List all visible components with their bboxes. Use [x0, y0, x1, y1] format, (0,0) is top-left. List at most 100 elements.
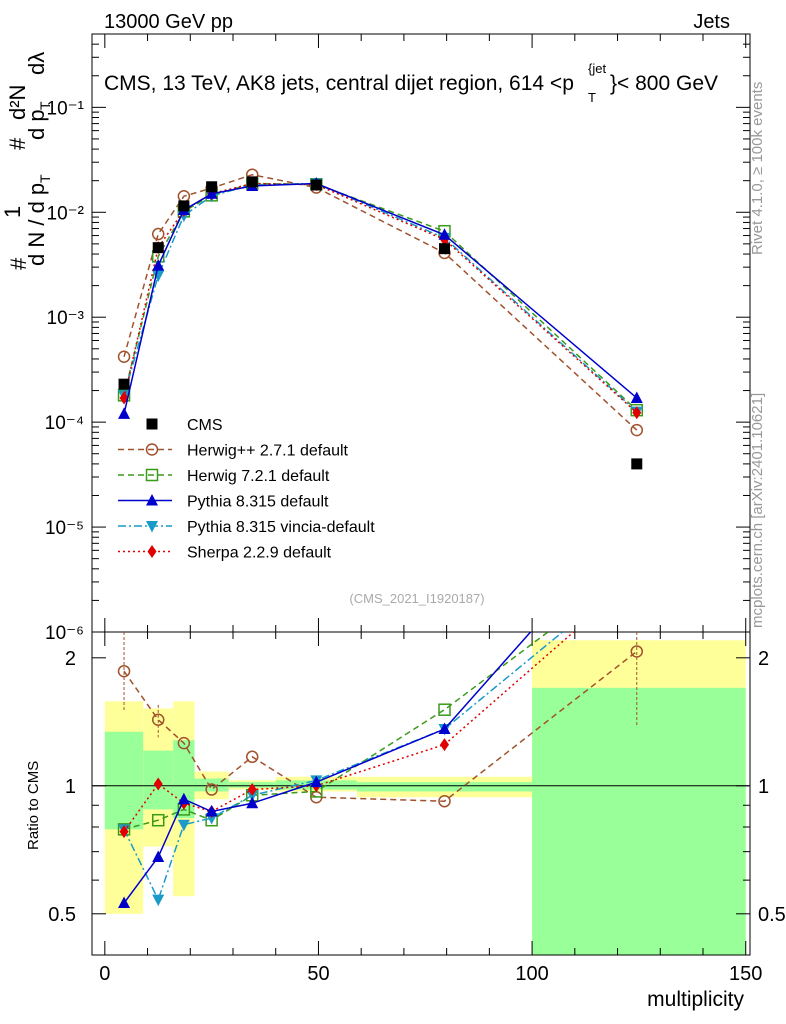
ratio-point-pythia-8-315-vincia-default-2	[177, 819, 190, 832]
axes: 0 50 100 150 10⁻⁶ 10⁻⁵ 10⁻⁴ 10⁻³ 10⁻² 10⁻¹ 0.5 0.5 1…	[45, 33, 786, 985]
title-main: CMS, 13 TeV, AK8 jets, central dijet reg…	[104, 72, 574, 95]
title-tail: }< 800 GeV	[610, 72, 718, 95]
point-herwig-2-7-1-default-7	[630, 423, 644, 437]
ratio-point-pythia-8-315-default-2	[177, 792, 190, 805]
chart-title: CMS, 13 TeV, AK8 jets, central dijet reg…	[104, 61, 718, 105]
main-series-group	[117, 168, 644, 470]
point-herwig-2-7-1-default-1	[151, 227, 165, 241]
ratio-tick-label-left-2: 2	[65, 648, 76, 670]
band-stat-2	[173, 740, 195, 818]
legend-label-pythia-8-315-vincia-default: Pythia 8.315 vincia-default	[187, 519, 375, 536]
point-pythia-8-315-default-3	[205, 187, 218, 199]
ratio-point-pythia-8-315-default-6	[438, 722, 451, 735]
legend: CMS Herwig++ 2.7.1 default Herwig 7.2.1 de…	[118, 417, 375, 562]
x-tick-label-1: 50	[307, 963, 329, 985]
band-stat-0	[104, 731, 144, 830]
ratio-point-herwig-2-7-1-default-2	[177, 736, 191, 750]
ratio-tick-label-right-1: 1	[758, 776, 769, 798]
uncertainty-bands	[104, 640, 746, 955]
ylabel-hash-2: #	[5, 137, 30, 150]
main-ylabel: # 1 d N / d p T # d²N d p T dλ	[0, 52, 53, 270]
ratio-point-pythia-8-315-default-1	[152, 850, 165, 863]
ratio-ylabel: Ratio to CMS	[25, 761, 42, 850]
mcplots-label: mcplots.cern.ch [arXiv:2401.10621]	[749, 393, 766, 628]
legend-marker-pythia-8-315-vincia-default	[146, 521, 158, 533]
band-stat-6	[356, 782, 533, 792]
ratio-point-pythia-8-315-default-5	[310, 775, 323, 788]
ratio-point-sherpa-2-2-9-default-6	[440, 738, 449, 752]
y-tick-label-1: 10⁻⁵	[45, 518, 84, 539]
ratio-point-sherpa-2-2-9-default-4	[247, 783, 257, 797]
legend-marker-sherpa-2-2-9-default	[147, 545, 157, 558]
ratio-point-sherpa-2-2-9-default-7	[632, 570, 641, 583]
ratio-tick-label-left-1: 1	[65, 776, 76, 798]
legend-label-cms: CMS	[187, 417, 223, 434]
main-frame	[91, 33, 751, 633]
ratio-point-pythia-8-315-vincia-default-7	[631, 566, 643, 578]
y-tick-label-2: 10⁻⁴	[45, 413, 84, 434]
ratio-point-sherpa-2-2-9-default-0	[119, 825, 129, 839]
ratio-tick-label-right-2: 2	[758, 648, 769, 670]
point-sherpa-2-2-9-default-7	[632, 406, 642, 420]
ratio-point-pythia-8-315-default-4	[246, 796, 259, 809]
band-stat-7	[532, 687, 746, 955]
point-herwig-2-7-1-default-0	[117, 350, 131, 363]
header-right-text: Jets	[693, 11, 730, 33]
ratio-line-pythia-8-315-default	[123, 632, 532, 904]
legend-marker-herwig-2-7-1-default	[145, 443, 159, 456]
y-tick-label-3: 10⁻³	[47, 308, 85, 329]
ylabel-one: 1	[0, 206, 25, 218]
ylabel-lambda: dλ	[24, 52, 49, 75]
point-cms-6	[439, 243, 450, 255]
legend-label-pythia-8-315-default: Pythia 8.315 default	[187, 494, 329, 511]
x-tick-label-3: 150	[729, 963, 762, 985]
y-tick-label-0: 10⁻⁶	[45, 623, 84, 644]
ratio-point-herwig-2-7-1-default-7	[630, 645, 644, 658]
ratio-point-sherpa-2-2-9-default-1	[153, 777, 163, 791]
x-axis-label: multiplicity	[647, 988, 744, 1011]
title-sup: {jet	[588, 61, 606, 76]
band-stat-3	[194, 778, 229, 792]
y-tick-label-5: 10⁻¹	[47, 98, 85, 119]
ratio-point-herwig-2-7-1-default-6	[438, 794, 451, 808]
ylabel-hash-1: #	[6, 257, 31, 270]
line-herwig-7-2-1-default	[123, 182, 638, 411]
ratio-point-pythia-8-315-default-3	[205, 805, 218, 817]
ratio-point-herwig-2-7-1-default-3	[205, 783, 218, 796]
ratio-tick-label-right-0: 0.5	[758, 904, 786, 926]
point-cms-0	[118, 378, 130, 390]
point-pythia-8-315-default-0	[118, 407, 131, 419]
point-cms-1	[152, 242, 164, 254]
x-tick-label-0: 0	[99, 963, 110, 985]
ratio-point-herwig-2-7-1-default-0	[117, 664, 131, 678]
ratio-series-group	[117, 506, 644, 909]
ratio-point-herwig-7-2-1-default-7	[631, 560, 642, 571]
point-cms-4	[246, 176, 258, 188]
ylabel-numerator: d²N	[5, 85, 30, 120]
line-herwig-2-7-1-default	[123, 173, 638, 431]
legend-marker-cms	[146, 418, 158, 430]
x-tick-label-2: 100	[515, 963, 548, 985]
point-pythia-8-315-default-6	[438, 228, 451, 240]
legend-marker-herwig-7-2-1-default	[145, 468, 159, 482]
ratio-point-pythia-8-315-default-7	[631, 506, 643, 518]
ylabel-sub-2: T	[37, 101, 53, 110]
point-cms-7	[631, 458, 643, 470]
main-plot	[117, 168, 644, 470]
ratio-plot	[117, 506, 644, 909]
y-tick-label-4: 10⁻²	[47, 203, 85, 224]
title-sub: T	[588, 90, 596, 105]
ylabel-sub-1: T	[37, 174, 53, 183]
ylabel-denominator-2: d p	[24, 109, 49, 140]
legend-label-sherpa-2-2-9-default: Sherpa 2.2.9 default	[187, 545, 332, 562]
ratio-point-pythia-8-315-vincia-default-1	[152, 894, 165, 907]
ratio-tick-label-left-0: 0.5	[48, 904, 76, 926]
point-cms-5	[310, 179, 322, 191]
header-left-text: 13000 GeV pp	[104, 11, 233, 33]
point-pythia-8-315-vincia-default-1	[152, 270, 165, 282]
point-cms-3	[206, 181, 218, 193]
point-cms-2	[178, 200, 190, 212]
point-pythia-8-315-default-1	[152, 259, 165, 271]
